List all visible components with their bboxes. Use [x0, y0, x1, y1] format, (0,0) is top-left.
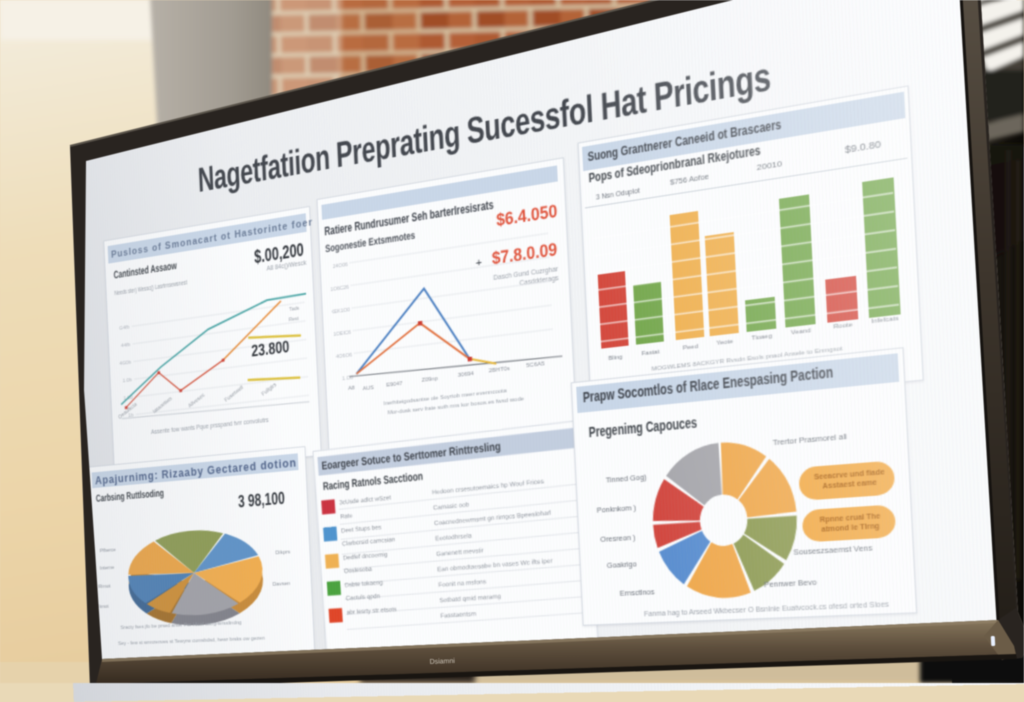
svg-text:Fastat: Fastat [641, 348, 660, 358]
svg-text:abr lesrty str etsots: abr lesrty str etsots [347, 606, 398, 616]
svg-text:A8: A8 [348, 385, 355, 393]
svg-text:AUS: AUS [363, 384, 375, 392]
svg-text:Rest: Rest [289, 315, 300, 322]
svg-text:30694: 30694 [458, 370, 475, 379]
svg-text:Tioaeg: Tioaeg [751, 332, 772, 342]
svg-text:E9047: E9047 [386, 380, 403, 389]
svg-text:Sotbatd qmid maramg: Sotbatd qmid maramg [439, 593, 501, 604]
svg-text:1.00: 1.00 [123, 394, 133, 402]
svg-text:5C6A5: 5C6A5 [526, 360, 545, 369]
svg-text:Deet Stups bes: Deet Stups bes [341, 524, 382, 535]
svg-text:Camasic oob: Camasic oob [433, 502, 470, 513]
svg-text:KEK1O0: KEK1O0 [330, 306, 350, 314]
svg-text:Peed: Peed [683, 343, 699, 352]
svg-text:Z09np: Z09np [422, 375, 439, 384]
svg-text:Cactuls qpdn: Cactuls qpdn [346, 593, 381, 602]
svg-text:Foonit na msfons: Foonit na msfons [438, 579, 487, 590]
svg-text:Dsbte tokaeng: Dsbte tokaeng [345, 580, 383, 590]
svg-text:1.0b: 1.0b [123, 377, 133, 385]
svg-text:2BHT0s: 2BHT0s [489, 365, 511, 375]
svg-text:1b: 1b [128, 412, 134, 419]
svg-text:1OEIC6: 1OEIC6 [333, 329, 351, 337]
svg-text:Ooslesoba: Ooslesoba [344, 566, 373, 575]
svg-text:1.O0: 1.O0 [342, 374, 354, 381]
svg-text:Infefcats: Infefcats [871, 315, 900, 326]
svg-text:G4fb: G4fb [119, 324, 130, 332]
svg-text:1O6C26: 1O6C26 [330, 284, 349, 292]
svg-text:Veand: Veand [791, 327, 812, 337]
svg-text:44fb: 44fb [121, 342, 131, 350]
svg-text:Dsiamni: Dsiamni [429, 658, 455, 666]
svg-text:Fasstaentsm: Fasstaentsm [440, 611, 477, 620]
svg-text:24O06: 24O06 [333, 261, 349, 269]
svg-text:Rate: Rate [340, 513, 353, 521]
svg-text:Bling: Bling [608, 353, 623, 362]
svg-text:Ganenett mevstir: Ganenett mevstir [436, 547, 484, 558]
svg-text:4O6O6: 4O6O6 [336, 352, 353, 360]
svg-text:Tads: Tads [289, 305, 300, 312]
svg-text:Roote: Roote [833, 321, 853, 331]
svg-text:4G0b: 4G0b [119, 359, 131, 367]
svg-text:Yeote: Yeote [716, 338, 734, 348]
svg-text:Clarbcrsid camcsian: Clarbcrsid camcsian [342, 537, 396, 549]
svg-text:Dedfef dncoemig: Dedfef dncoemig [343, 552, 388, 563]
svg-text:Eeotodhrsela: Eeotodhrsela [435, 533, 472, 543]
